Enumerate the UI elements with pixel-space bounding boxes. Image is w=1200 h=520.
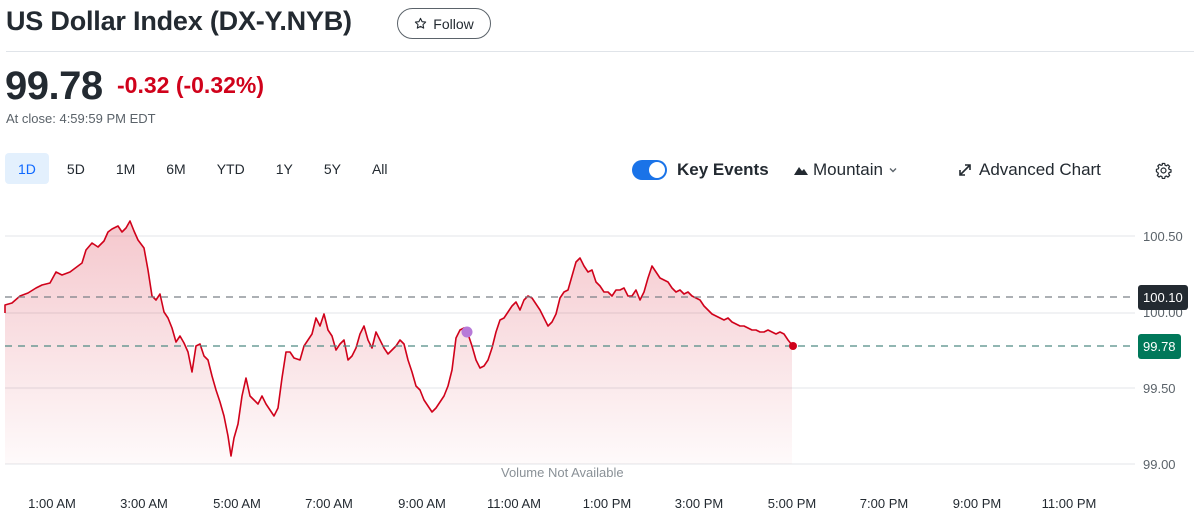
x-tick-label: 11:00 AM [487, 496, 541, 511]
x-tick-label: 11:00 PM [1041, 496, 1097, 511]
range-selector: 1D 5D 1M 6M YTD 1Y 5Y All [5, 153, 406, 184]
x-tick-label: 3:00 PM [674, 496, 724, 511]
range-1y[interactable]: 1Y [275, 160, 293, 177]
settings-gear-icon[interactable] [1155, 162, 1172, 179]
range-5y[interactable]: 5Y [323, 160, 341, 177]
y-tick-label: 100.50 [1143, 229, 1183, 244]
chart-type-dropdown[interactable]: Mountain [794, 158, 898, 182]
range-5d[interactable]: 5D [66, 160, 85, 177]
price-line [4, 220, 793, 457]
x-tick-label: 5:00 PM [767, 496, 817, 511]
last-price-dot [789, 342, 797, 350]
x-tick-label: 3:00 AM [120, 496, 168, 511]
close-time: At close: 4:59:59 PM EDT [6, 111, 156, 126]
key-events-toggle[interactable] [632, 160, 667, 180]
star-icon [415, 17, 427, 29]
x-tick-label: 9:00 AM [398, 496, 446, 511]
x-tick-label: 7:00 AM [305, 496, 353, 511]
chart-type-label: Mountain [813, 160, 883, 179]
expand-icon [959, 164, 971, 176]
price-chart[interactable] [0, 200, 1200, 520]
range-ytd[interactable]: YTD [216, 160, 245, 177]
range-all[interactable]: All [371, 160, 388, 177]
header-divider [6, 51, 1194, 52]
x-tick-label: 9:00 PM [952, 496, 1002, 511]
range-6m[interactable]: 6M [166, 160, 186, 177]
current-price-badge: 99.78 [1138, 334, 1181, 359]
y-tick-label: 99.50 [1143, 381, 1176, 396]
follow-button[interactable]: Follow [397, 8, 491, 39]
x-tick-label: 1:00 AM [28, 496, 76, 511]
range-1m[interactable]: 1M [115, 160, 136, 177]
x-tick-label: 7:00 PM [859, 496, 909, 511]
range-1d[interactable]: 1D [5, 153, 49, 184]
mountain-icon [794, 167, 808, 175]
previous-close-badge: 100.10 [1138, 285, 1188, 310]
y-tick-label: 99.00 [1143, 457, 1176, 472]
current-price: 99.78 [5, 64, 103, 108]
x-tick-label: 5:00 AM [213, 496, 261, 511]
page-title: US Dollar Index (DX-Y.NYB) [6, 6, 352, 36]
key-event-marker[interactable] [461, 326, 473, 338]
advanced-chart-label: Advanced Chart [979, 160, 1101, 179]
toggle-knob [649, 162, 665, 178]
volume-note: Volume Not Available [501, 465, 624, 480]
advanced-chart-button[interactable]: Advanced Chart [958, 158, 1101, 182]
follow-label: Follow [433, 15, 474, 32]
key-events-label: Key Events [677, 160, 769, 179]
chevron-down-icon [889, 168, 897, 173]
price-change: -0.32 (-0.32%) [117, 72, 265, 98]
x-tick-label: 1:00 PM [582, 496, 632, 511]
